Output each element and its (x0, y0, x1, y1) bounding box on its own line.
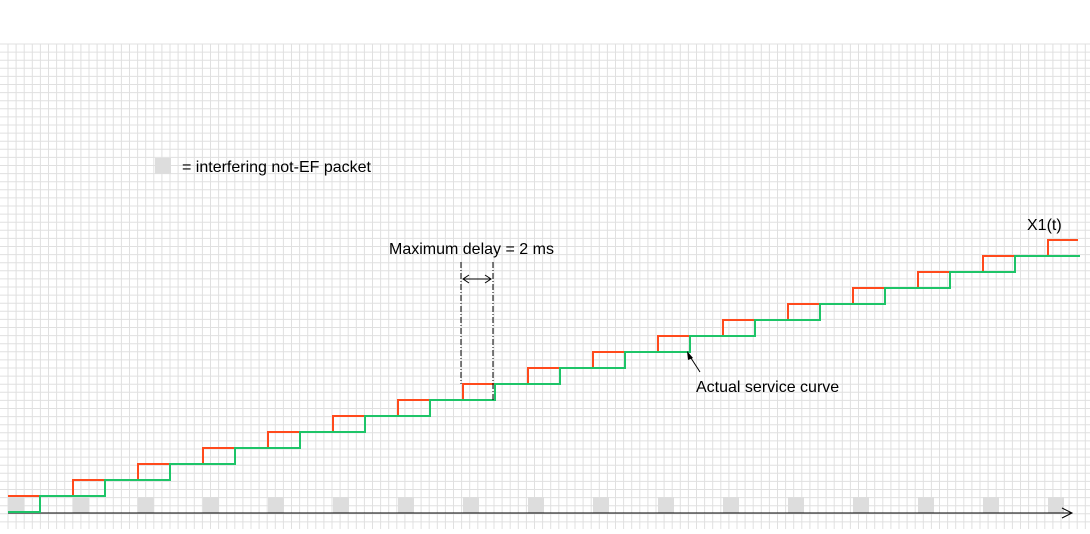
delay-arrowhead-right (484, 274, 492, 284)
interfering-packet (8, 497, 24, 513)
interfering-packet (398, 497, 414, 513)
interfering-packet (333, 497, 349, 513)
interfering-packet (268, 497, 284, 513)
interfering-packet (528, 497, 544, 513)
interfering-packet (73, 497, 89, 513)
service-curve-label: Actual service curve (696, 379, 839, 396)
delay-arrowhead-left (462, 274, 470, 284)
interfering-packet (1048, 497, 1064, 513)
interfering-packet (593, 497, 609, 513)
interfering-packet (203, 497, 219, 513)
interfering-packet (983, 497, 999, 513)
legend-text: = interfering not-EF packet (182, 159, 372, 176)
interfering-packet (658, 497, 674, 513)
background-grid (0, 43, 1090, 529)
interfering-packet (788, 497, 804, 513)
interfering-packet (723, 497, 739, 513)
interfering-packet (918, 497, 934, 513)
interfering-packet (138, 497, 154, 513)
time-axis-arrowhead (1061, 507, 1074, 519)
interfering-packet (463, 497, 479, 513)
interfering-packet (853, 497, 869, 513)
legend-packet-swatch (155, 158, 171, 174)
interfering-packets (8, 497, 1064, 513)
x1-curve-label: X1(t) (1027, 217, 1062, 234)
service-curve-pointer-head (687, 351, 693, 360)
actual-service-curve (8, 255, 1080, 513)
max-delay-label: Maximum delay = 2 ms (389, 241, 554, 258)
